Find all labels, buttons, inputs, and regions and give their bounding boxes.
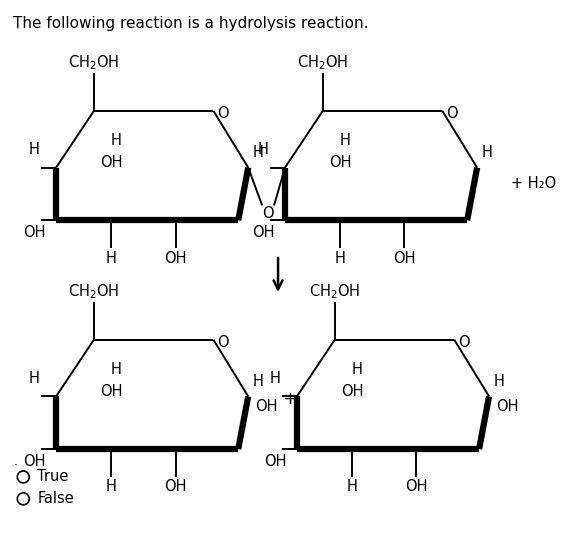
Text: O: O (447, 106, 458, 121)
Text: OH: OH (393, 251, 416, 265)
Text: OH: OH (252, 225, 275, 240)
Text: H: H (334, 251, 345, 265)
Text: H: H (110, 133, 121, 148)
Text: OH: OH (164, 479, 187, 495)
Text: + H₂O: + H₂O (511, 176, 556, 191)
Text: OH: OH (405, 479, 428, 495)
Text: .: . (13, 454, 17, 467)
Text: False: False (37, 491, 74, 506)
Text: OH: OH (101, 155, 123, 170)
Text: O: O (262, 206, 274, 221)
Text: H: H (106, 251, 116, 265)
Text: OH: OH (164, 251, 187, 265)
Text: H: H (29, 142, 40, 157)
Text: H: H (482, 145, 493, 160)
Text: OH: OH (329, 155, 352, 170)
Text: +: + (283, 390, 297, 408)
Text: True: True (37, 470, 69, 484)
Text: O: O (217, 335, 229, 350)
Text: H: H (29, 371, 40, 386)
Text: H: H (351, 362, 362, 377)
Text: OH: OH (342, 384, 364, 399)
Text: CH$_2$OH: CH$_2$OH (68, 54, 120, 73)
Text: OH: OH (101, 384, 123, 399)
Text: H: H (110, 362, 121, 377)
Text: H: H (270, 371, 280, 386)
Text: O: O (458, 335, 470, 350)
Text: H: H (252, 145, 264, 160)
Text: H: H (346, 479, 357, 495)
Text: H: H (252, 374, 264, 389)
Text: O: O (217, 106, 229, 121)
Text: CH$_2$OH: CH$_2$OH (68, 282, 120, 301)
Text: H: H (106, 479, 116, 495)
Text: CH$_2$OH: CH$_2$OH (309, 282, 360, 301)
Text: OH: OH (23, 225, 45, 240)
Text: The following reaction is a hydrolysis reaction.: The following reaction is a hydrolysis r… (13, 16, 369, 31)
Text: OH: OH (255, 399, 278, 414)
Text: H: H (339, 133, 350, 148)
Text: OH: OH (23, 454, 45, 468)
Text: H: H (494, 374, 504, 389)
Text: H: H (258, 142, 269, 157)
Text: CH$_2$OH: CH$_2$OH (297, 54, 349, 73)
Text: OH: OH (264, 454, 286, 468)
Text: OH: OH (496, 399, 518, 414)
